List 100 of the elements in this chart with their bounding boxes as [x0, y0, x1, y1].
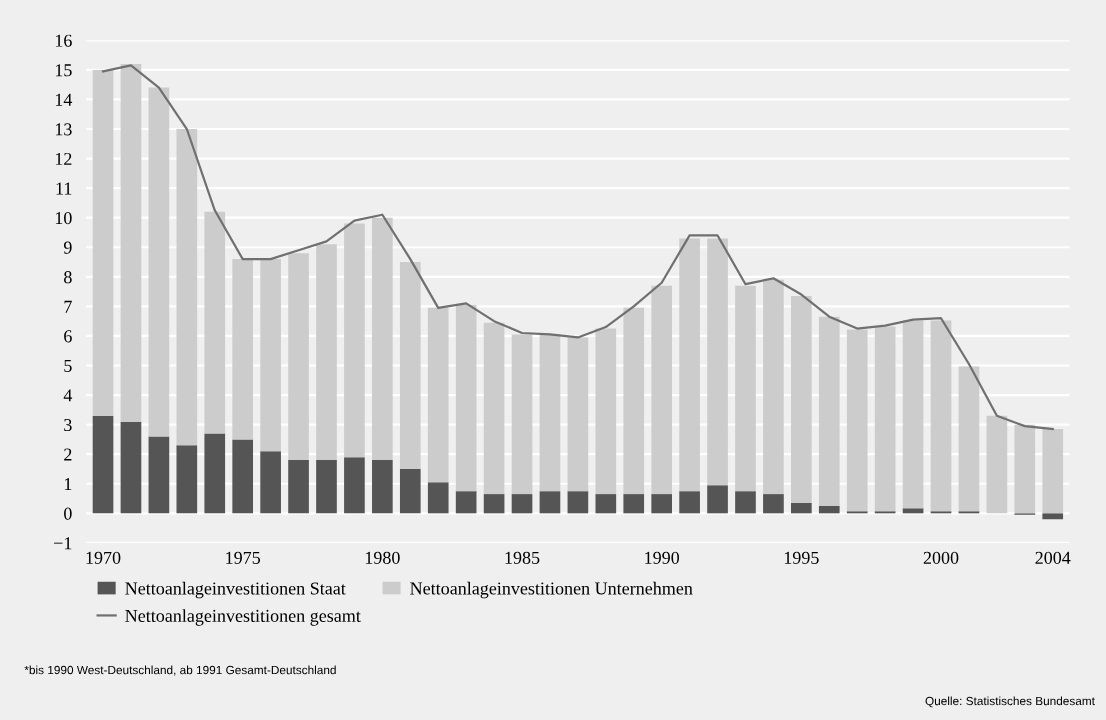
- bar: [120, 63, 142, 422]
- bar: [511, 494, 533, 514]
- x-tick-label: 1975: [226, 551, 261, 564]
- bar: [679, 491, 700, 514]
- y-tick-label: 11: [56, 182, 72, 195]
- y-tick-label: −1: [54, 537, 72, 550]
- bar: [316, 244, 337, 461]
- bar: [1042, 513, 1064, 520]
- x-tick-label: 1980: [365, 551, 400, 564]
- bar: [958, 366, 980, 512]
- bar: [651, 285, 673, 495]
- bar: [1042, 429, 1064, 514]
- bar: [344, 457, 365, 514]
- y-tick-label: 6: [64, 330, 72, 343]
- bar: [1014, 424, 1036, 514]
- bar: [958, 511, 980, 514]
- y-tick-label: 14: [55, 93, 73, 106]
- y-tick-label: 4: [63, 389, 73, 402]
- bar: [92, 69, 114, 416]
- y-tick-label: 3: [64, 418, 72, 432]
- y-tick-label: 7: [64, 300, 72, 313]
- bar: [148, 87, 170, 437]
- bar: [344, 223, 365, 458]
- y-tick-label: 5: [64, 359, 72, 372]
- bar: [455, 491, 477, 514]
- legend-label: Nettoanlageinvestitionen gesamt: [125, 609, 361, 626]
- bar: [260, 259, 281, 452]
- bar: [176, 129, 198, 446]
- bar: [567, 337, 589, 492]
- text: *bis 1990 West-Deutschland, ab 1991 Gesamt-Deutschland: [24, 665, 336, 676]
- x-tick-label: 1990: [645, 551, 680, 564]
- bar: [288, 460, 309, 514]
- bar: [874, 326, 896, 512]
- bar: [986, 415, 1008, 514]
- bar: [818, 505, 840, 514]
- bar: [679, 238, 700, 492]
- y-tick-label: 1: [64, 478, 72, 491]
- bar: [372, 217, 393, 461]
- bar: [399, 468, 421, 514]
- bar: [232, 259, 254, 440]
- bar: [707, 238, 728, 486]
- bar: [735, 285, 756, 492]
- bar: [399, 262, 421, 469]
- bar: [120, 421, 142, 514]
- bar: [735, 491, 756, 514]
- bar: [846, 511, 868, 514]
- bar: [511, 334, 533, 495]
- y-tick-label: 8: [64, 271, 72, 284]
- x-tick-label: 1985: [505, 551, 540, 564]
- bar: [204, 211, 226, 434]
- bar: [623, 494, 645, 514]
- bar: [92, 415, 114, 514]
- y-tick-label: 16: [55, 34, 72, 47]
- legend-label: Nettoanlageinvestitionen Staat: [125, 581, 346, 599]
- y-tick-label: 2: [64, 448, 72, 461]
- bar: [902, 508, 924, 514]
- bar: [148, 436, 170, 514]
- x-tick-label: 2004: [1035, 551, 1071, 564]
- bar: [567, 491, 589, 514]
- bar: [846, 329, 868, 512]
- y-tick-label: 13: [55, 123, 72, 136]
- bar: [595, 494, 617, 514]
- bar: [427, 482, 449, 514]
- bar: [930, 511, 952, 514]
- x-tick-label: 1995: [784, 551, 819, 564]
- bar: [791, 296, 812, 503]
- bar: [595, 328, 617, 495]
- bar: [874, 511, 896, 514]
- y-tick-label: 15: [55, 64, 72, 77]
- bar: [539, 334, 561, 492]
- bar: [483, 322, 505, 495]
- bar: [316, 460, 337, 514]
- bar: [763, 279, 784, 495]
- y-tick-label: 9: [63, 241, 72, 254]
- bar: [455, 304, 477, 492]
- bar: [763, 494, 784, 514]
- bar: [483, 494, 505, 514]
- legend-label: Nettoanlageinvestitionen Unternehmen: [410, 581, 693, 599]
- y-tick-label: 10: [55, 211, 72, 225]
- bar: [707, 485, 728, 514]
- bar: [902, 320, 924, 509]
- bar: [427, 307, 449, 483]
- bar: [372, 460, 393, 514]
- y-tick-label: 0: [64, 507, 72, 520]
- bar: [260, 451, 281, 514]
- bar: [651, 494, 673, 514]
- bar: [204, 433, 226, 514]
- x-tick-label: 2000: [923, 551, 959, 564]
- bar: [623, 307, 645, 495]
- bar: [539, 491, 561, 514]
- bar: [791, 502, 812, 514]
- x-tick-label: 1970: [86, 551, 121, 564]
- bar: [818, 316, 840, 506]
- line-series: [101, 64, 1054, 431]
- source-note: Quelle: Statistisches Bundesamt: [925, 696, 1095, 708]
- y-tick-label: 12: [55, 152, 72, 165]
- bar: [232, 439, 254, 514]
- bar: [288, 253, 309, 461]
- bar: [930, 320, 952, 512]
- bar: [176, 445, 198, 514]
